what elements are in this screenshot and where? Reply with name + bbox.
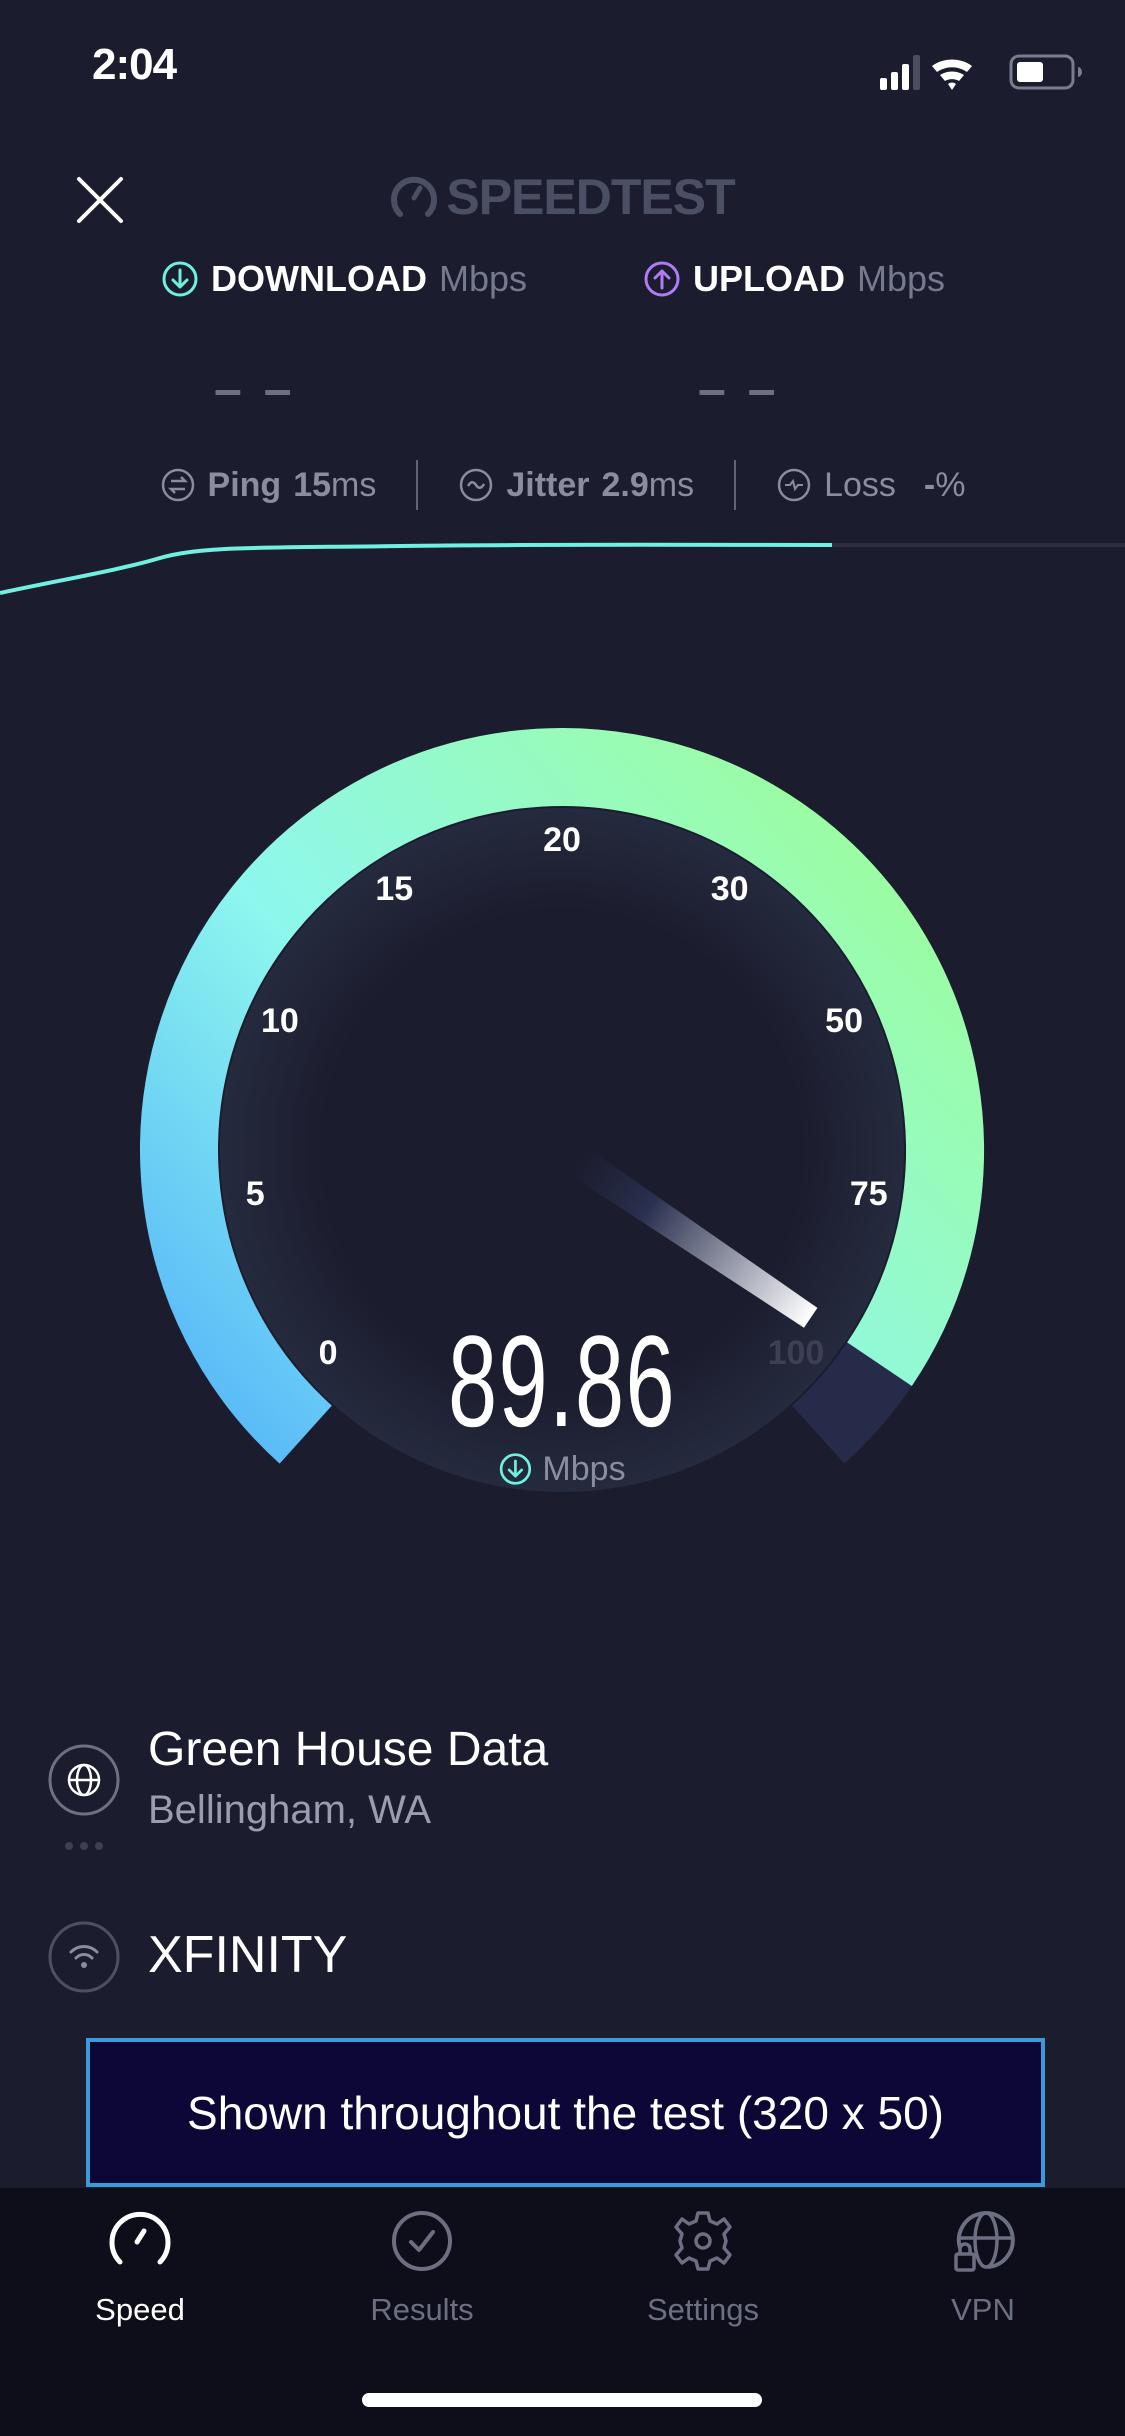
gauge-tick-label: 75 [849,1175,888,1214]
loss-stat: Loss -% [736,466,1005,505]
upload-unit: Mbps [857,258,946,299]
upload-value: – – [698,361,780,417]
tab-label: VPN [951,2292,1015,2327]
upload-arrow-icon [644,261,680,297]
download-arrow-icon [499,1453,532,1485]
latency-stats: Ping 15ms Jitter 2.9ms Loss -% [0,460,1125,510]
gauge-tick-label: 30 [710,870,749,909]
download-label: DOWNLOAD [211,258,427,299]
tab-label: Settings [646,2292,759,2327]
checkmark-circle-icon [392,2211,452,2271]
loss-unit: % [935,465,966,504]
gauge-tick-label: 10 [260,1002,299,1041]
jitter-label: Jitter [506,465,590,504]
loss-label: Loss [824,465,896,504]
cellular-signal-icon [880,55,920,90]
ping-stat: Ping 15ms [120,466,417,505]
tab-speed[interactable]: Speed [30,2208,250,2328]
loss-icon [777,468,811,502]
more-dots-icon [65,1842,103,1850]
gauge-tick-label: 100 [767,1334,825,1373]
ping-value: 15 [293,465,332,504]
tab-settings[interactable]: Settings [593,2208,813,2328]
ping-unit: ms [331,465,377,504]
speedtest-logo: SPEEDTEST [0,168,1125,226]
tab-results[interactable]: Results [312,2208,532,2328]
download-header: DOWNLOAD Mbps [161,258,527,300]
stat-divider [734,460,737,510]
gauge-tick-label: 50 [825,1002,863,1041]
gauge-inner-face [220,808,904,1492]
speed-gauge [140,728,984,1492]
globe-icon [67,1763,101,1797]
upload-header: UPLOAD Mbps [643,258,945,300]
upload-label: UPLOAD [693,258,845,299]
tab-vpn[interactable]: VPN [873,2208,1093,2328]
download-unit: Mbps [438,258,527,299]
server-name[interactable]: Green House Data [148,1723,549,1776]
tab-label: Speed [95,2292,185,2327]
download-arrow-icon [162,261,198,297]
wifi-icon [932,59,972,90]
logo-text: SPEEDTEST [446,169,735,225]
close-icon[interactable] [75,175,125,225]
speedometer-logo-icon [391,176,438,217]
jitter-icon [460,468,493,502]
isp-name: XFINITY [148,1926,348,1984]
gauge-needle [569,1147,818,1328]
vpn-globe-lock-icon [954,2211,1015,2272]
loss-value: - [923,465,936,504]
download-graph-line [0,542,833,595]
gauge-fill [140,728,984,1464]
gauge-tick-label: 5 [245,1175,265,1214]
speed-unit-label: Mbps [542,1450,626,1488]
server-location: Bellingham, WA [148,1788,432,1832]
speedometer-icon [109,2211,171,2265]
ad-text: Shown throughout the test (320 x 50) [187,2086,944,2139]
gauge-tick-label: 20 [543,821,581,859]
status-icons [880,54,1082,90]
speed-graph [0,542,1125,595]
home-indicator[interactable] [362,2393,762,2407]
tab-label: Results [370,2292,474,2327]
jitter-unit: ms [648,465,695,504]
jitter-stat: Jitter 2.9ms [418,466,734,505]
stat-divider [416,460,419,510]
gauge-tick-label: 15 [375,870,414,909]
status-time: 2:04 [92,40,177,89]
ping-label: Ping [207,465,282,504]
download-value: – – [214,361,296,417]
current-speed: 89.86 [447,1308,677,1454]
gear-icon [674,2211,732,2271]
ping-icon [161,468,194,502]
gauge-tick-label: 0 [318,1334,338,1373]
server-icon-group[interactable] [47,1743,121,1853]
ad-banner[interactable]: Shown throughout the test (320 x 50) [86,2038,1045,2187]
battery-icon [1009,54,1082,90]
jitter-value: 2.9 [601,465,649,504]
wifi-icon [48,1921,120,1993]
speed-unit: Mbps [498,1450,626,1488]
